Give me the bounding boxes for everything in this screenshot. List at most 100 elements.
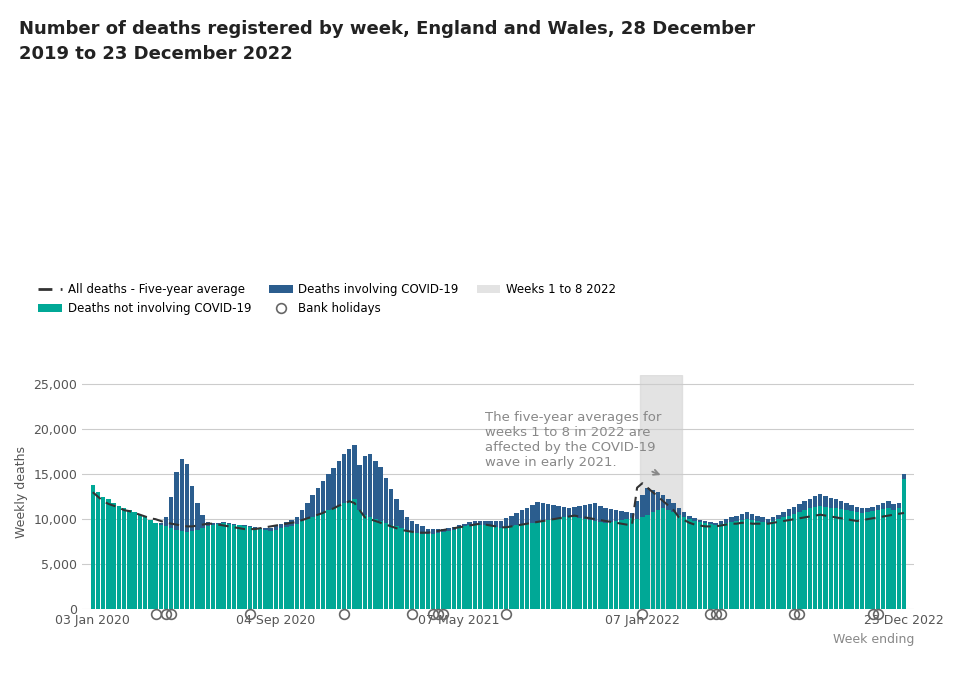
Bar [824,496,828,507]
Bar [117,506,121,609]
Bar [881,510,885,609]
Bar [651,489,655,512]
Bar [483,526,488,609]
Bar [248,527,252,609]
Bar [760,518,765,522]
Bar [656,510,660,609]
Bar [598,522,603,609]
Bar [530,523,535,609]
Bar [279,524,283,528]
Text: Number of deaths registered by week, England and Wales, 28 December
2019 to 23 D: Number of deaths registered by week, Eng… [19,20,756,63]
Bar [263,528,268,530]
Bar [201,515,204,528]
Bar [604,508,608,523]
Bar [462,526,467,609]
Bar [101,497,106,609]
Bar [588,520,592,609]
Bar [745,519,749,609]
Bar [415,524,420,532]
Bar [719,521,723,524]
Bar [850,505,853,511]
Y-axis label: Weekly deaths: Weekly deaths [15,446,28,539]
Bar [640,518,644,609]
Bar [451,530,456,609]
Bar [639,375,682,609]
Bar [489,526,492,609]
Bar [687,519,691,609]
Bar [436,529,441,532]
Bar [854,507,859,512]
Bar [436,532,441,609]
Bar [604,523,608,609]
Bar [310,518,315,609]
Bar [687,516,691,519]
Bar [739,514,744,520]
Bar [766,523,770,609]
Bar [777,519,780,609]
Bar [468,522,471,524]
Bar [781,512,786,518]
Bar [860,508,864,513]
Bar [211,523,215,524]
Bar [630,513,634,518]
Bar [442,529,445,532]
Bar [410,532,415,609]
Bar [828,497,833,508]
Bar [897,503,901,508]
Bar [431,529,435,534]
Bar [593,503,597,521]
Bar [546,520,550,609]
Bar [148,520,153,609]
Bar [337,461,341,506]
Bar [777,515,780,519]
Bar [871,507,875,511]
Bar [384,523,388,609]
Bar [489,521,492,526]
Bar [886,501,891,508]
Bar [222,522,226,523]
Bar [389,524,394,609]
Bar [792,514,797,609]
Bar [698,520,702,522]
Bar [252,527,257,528]
Bar [158,523,163,524]
Bar [703,521,708,523]
Bar [289,520,294,526]
Bar [724,519,729,523]
Bar [677,508,682,515]
Bar [180,459,184,531]
Bar [274,530,278,609]
Bar [446,528,451,531]
Bar [797,504,802,512]
Bar [719,524,723,609]
Bar [891,510,896,609]
Bar [645,515,650,609]
Bar [321,481,325,512]
Bar [865,508,870,512]
Bar [258,528,262,529]
Bar [472,521,477,524]
Bar [635,501,639,519]
Bar [337,506,341,609]
Bar [901,479,906,609]
Bar [493,527,498,609]
Bar [237,524,242,526]
Bar [713,524,718,609]
Bar [540,503,545,521]
Bar [184,464,189,532]
Bar [750,514,755,520]
Bar [771,518,776,521]
Bar [504,518,509,527]
Bar [771,521,776,609]
Bar [891,504,896,510]
Bar [154,523,157,609]
Bar [342,454,347,503]
Bar [107,499,110,609]
Bar [839,510,844,609]
Bar [692,521,697,609]
Bar [504,527,509,609]
Bar [127,510,132,609]
Bar [295,524,300,609]
Bar [530,505,535,523]
Bar [640,495,644,518]
